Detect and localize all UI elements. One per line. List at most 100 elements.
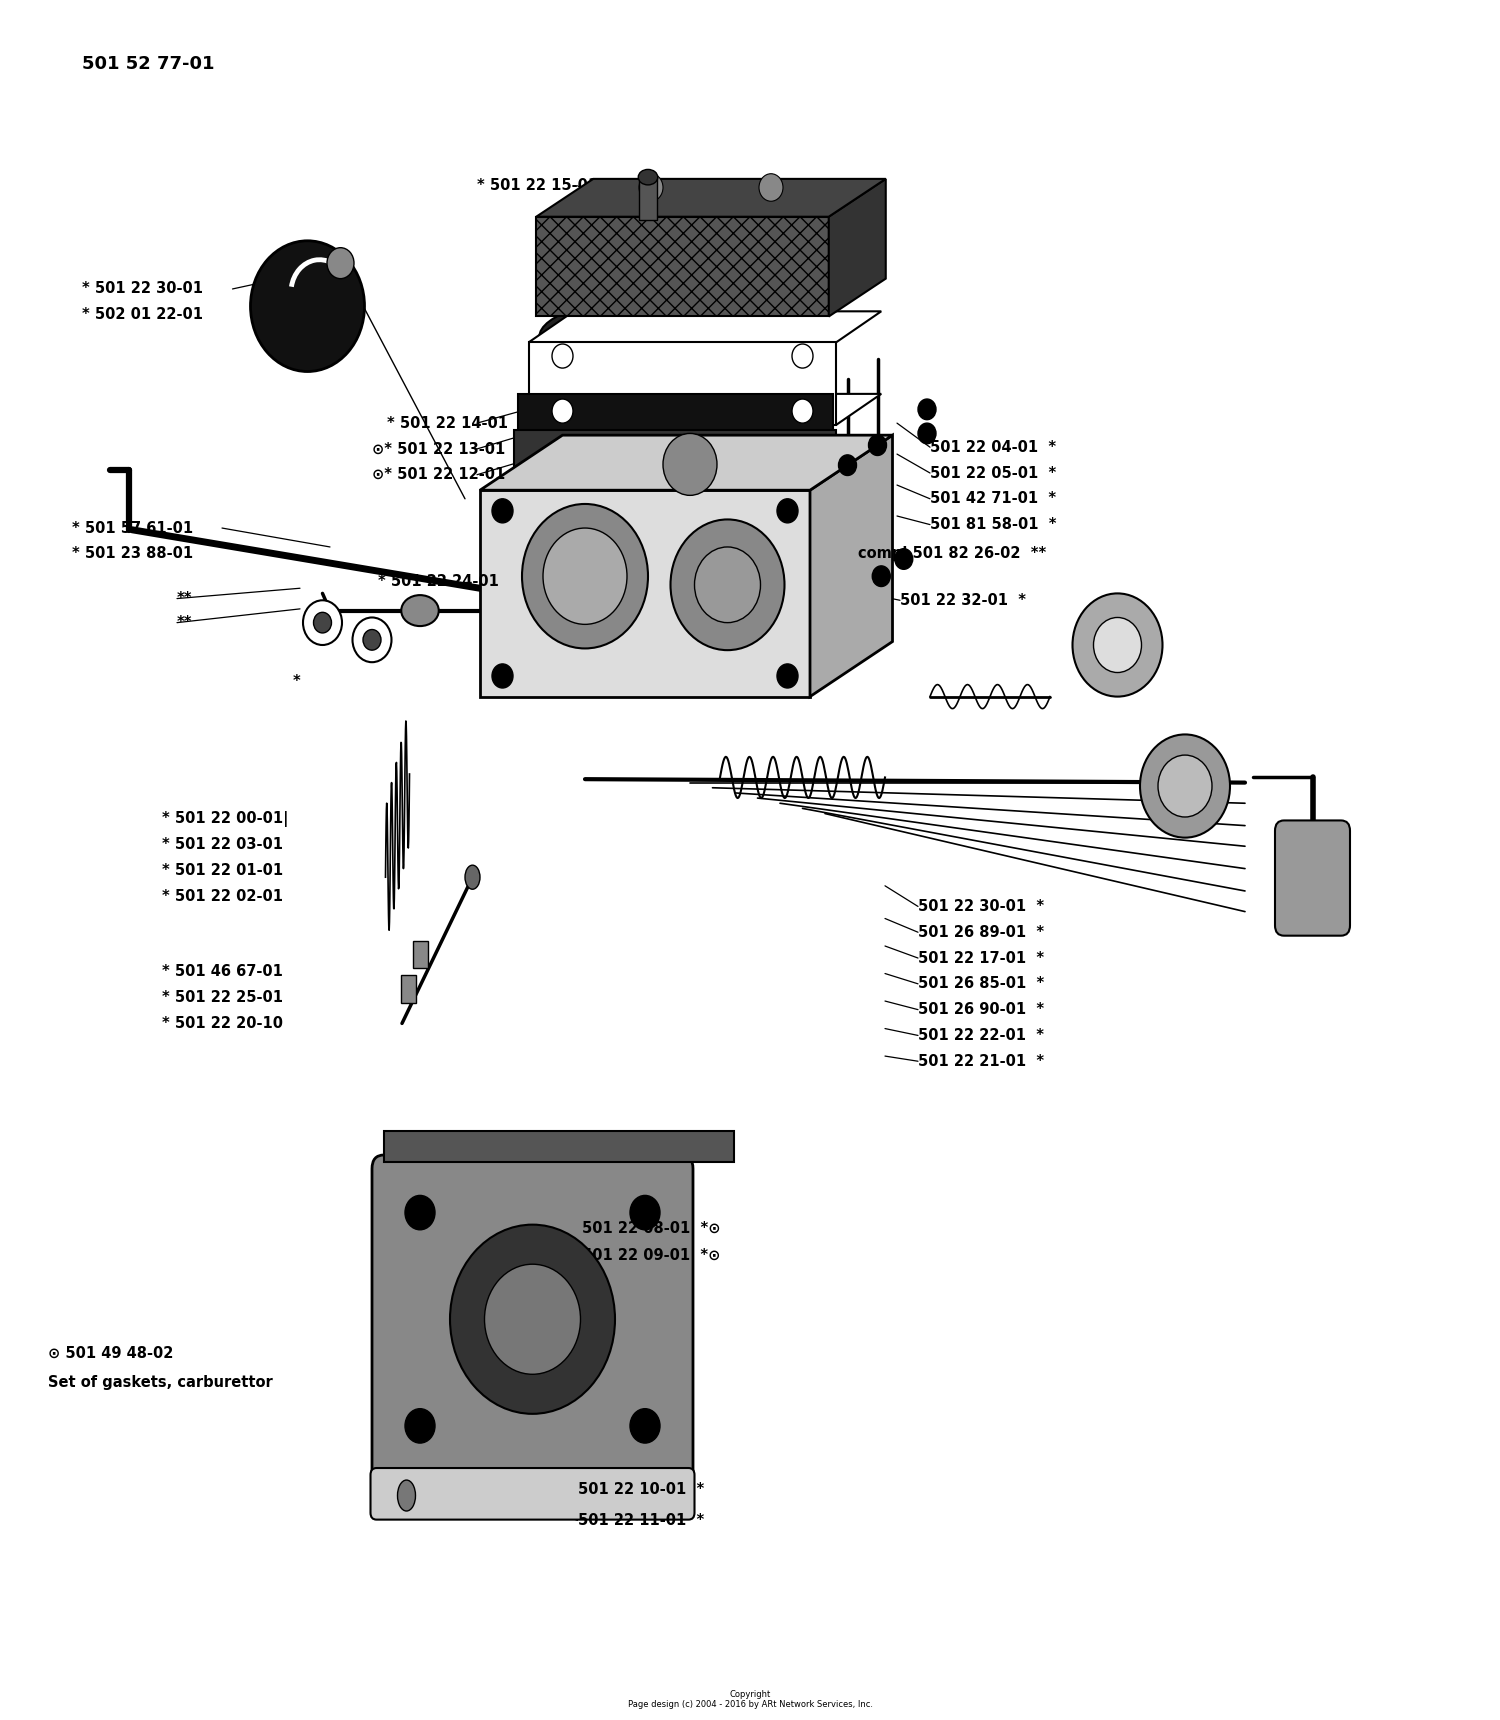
Circle shape (251, 241, 364, 372)
Text: compl 501 82 26-02  **: compl 501 82 26-02 ** (858, 547, 1047, 561)
Text: * 501 22 20-10: * 501 22 20-10 (162, 1017, 284, 1030)
Circle shape (405, 1409, 435, 1443)
Circle shape (894, 549, 912, 569)
Text: 501 22 08-01  *⊙: 501 22 08-01 *⊙ (582, 1221, 720, 1235)
Text: Copyright
Page design (c) 2004 - 2016 by ARt Network Services, Inc.: Copyright Page design (c) 2004 - 2016 by… (627, 1689, 873, 1710)
Circle shape (1140, 734, 1230, 838)
Circle shape (630, 1195, 660, 1230)
FancyBboxPatch shape (1275, 820, 1350, 936)
Circle shape (792, 399, 813, 423)
Text: 501 26 89-01  *: 501 26 89-01 * (918, 925, 1044, 939)
Circle shape (792, 344, 813, 368)
Circle shape (1094, 617, 1142, 673)
Bar (413, 941, 428, 968)
Ellipse shape (540, 296, 801, 378)
Ellipse shape (465, 865, 480, 889)
Text: * 501 22 02-01: * 501 22 02-01 (162, 889, 284, 903)
Circle shape (873, 566, 891, 587)
Text: 501 22 22-01  *: 501 22 22-01 * (918, 1029, 1044, 1042)
Circle shape (868, 435, 886, 456)
Polygon shape (537, 179, 885, 217)
Polygon shape (810, 435, 892, 697)
Polygon shape (480, 490, 810, 697)
Circle shape (303, 600, 342, 645)
Polygon shape (480, 435, 892, 490)
Text: 501 26 85-01  *: 501 26 85-01 * (918, 977, 1044, 991)
Text: 501 22 05-01  *: 501 22 05-01 * (930, 466, 1056, 480)
Text: ⊙ 501 49 48-02: ⊙ 501 49 48-02 (48, 1347, 174, 1361)
Circle shape (450, 1225, 615, 1414)
Circle shape (543, 528, 627, 624)
Text: 501 22 21-01  *: 501 22 21-01 * (918, 1054, 1044, 1068)
Text: Set of gaskets, carburettor: Set of gaskets, carburettor (48, 1376, 273, 1390)
Text: 501 22 10-01  *: 501 22 10-01 * (578, 1483, 704, 1496)
Polygon shape (537, 217, 828, 316)
Bar (639, 177, 657, 220)
Text: 501 22 09-01  *⊙: 501 22 09-01 *⊙ (582, 1249, 720, 1262)
Bar (513, 430, 837, 499)
FancyBboxPatch shape (370, 1467, 694, 1520)
Circle shape (918, 399, 936, 420)
Ellipse shape (402, 595, 439, 626)
Polygon shape (528, 342, 837, 425)
Circle shape (405, 1195, 435, 1230)
Circle shape (363, 630, 381, 650)
Text: ⊙* 501 22 12-01: ⊙* 501 22 12-01 (372, 468, 506, 482)
Circle shape (522, 504, 648, 648)
Circle shape (630, 1409, 660, 1443)
Circle shape (839, 454, 856, 475)
Text: * 501 57 61-01: * 501 57 61-01 (72, 521, 194, 535)
Circle shape (663, 433, 717, 495)
Text: *: * (292, 674, 300, 688)
Circle shape (484, 1264, 580, 1374)
Circle shape (694, 547, 760, 623)
Text: 501 22 11-01  *: 501 22 11-01 * (578, 1514, 704, 1527)
Circle shape (639, 174, 663, 201)
Circle shape (777, 499, 798, 523)
Ellipse shape (398, 1479, 416, 1510)
Text: * 501 22 14-01: * 501 22 14-01 (387, 416, 508, 430)
Circle shape (327, 248, 354, 279)
Circle shape (777, 664, 798, 688)
Text: * 501 22 03-01: * 501 22 03-01 (162, 838, 284, 851)
Text: * 501 46 67-01: * 501 46 67-01 (162, 965, 284, 979)
Text: * 501 22 24-01: * 501 22 24-01 (378, 574, 500, 588)
Text: 501 52 77-01: 501 52 77-01 (82, 55, 214, 72)
Text: * 501 22 25-01: * 501 22 25-01 (162, 991, 284, 1004)
Text: * 501 22 30-01: * 501 22 30-01 (82, 282, 204, 296)
Text: 501 81 58-01  *: 501 81 58-01 * (930, 518, 1056, 531)
Text: 501 22 04-01  *: 501 22 04-01 * (930, 440, 1056, 454)
Text: 501 42 71-01  *: 501 42 71-01 * (930, 492, 1056, 506)
Circle shape (918, 423, 936, 444)
Text: * 502 01 22-01: * 502 01 22-01 (82, 308, 204, 322)
Bar (384, 1132, 734, 1163)
Circle shape (492, 499, 513, 523)
Polygon shape (528, 311, 882, 342)
Ellipse shape (639, 169, 657, 184)
Circle shape (352, 617, 392, 662)
Circle shape (552, 344, 573, 368)
Text: 501 22 17-01  *: 501 22 17-01 * (918, 951, 1044, 965)
Text: **: ** (177, 616, 192, 630)
Text: * 501 22 00-01|: * 501 22 00-01| (162, 810, 288, 827)
Circle shape (552, 399, 573, 423)
Text: 501 26 90-01  *: 501 26 90-01 * (918, 1003, 1044, 1017)
FancyBboxPatch shape (372, 1156, 693, 1483)
Text: **: ** (177, 592, 192, 605)
Circle shape (1158, 755, 1212, 817)
Circle shape (492, 664, 513, 688)
Text: * 501 22 15-01: * 501 22 15-01 (477, 179, 598, 193)
Bar (518, 394, 833, 459)
Circle shape (759, 174, 783, 201)
Polygon shape (828, 179, 885, 316)
Text: * 501 23 88-01: * 501 23 88-01 (72, 547, 194, 561)
Text: 501 22 32-01  *: 501 22 32-01 * (900, 593, 1026, 607)
Circle shape (670, 519, 784, 650)
Circle shape (314, 612, 332, 633)
Polygon shape (528, 394, 882, 425)
Circle shape (1072, 593, 1162, 697)
Text: * 501 22 01-01: * 501 22 01-01 (162, 863, 284, 877)
Text: ⊙* 501 22 13-01: ⊙* 501 22 13-01 (372, 442, 506, 456)
Text: 501 22 30-01  *: 501 22 30-01 * (918, 900, 1044, 913)
Bar (400, 975, 416, 1003)
